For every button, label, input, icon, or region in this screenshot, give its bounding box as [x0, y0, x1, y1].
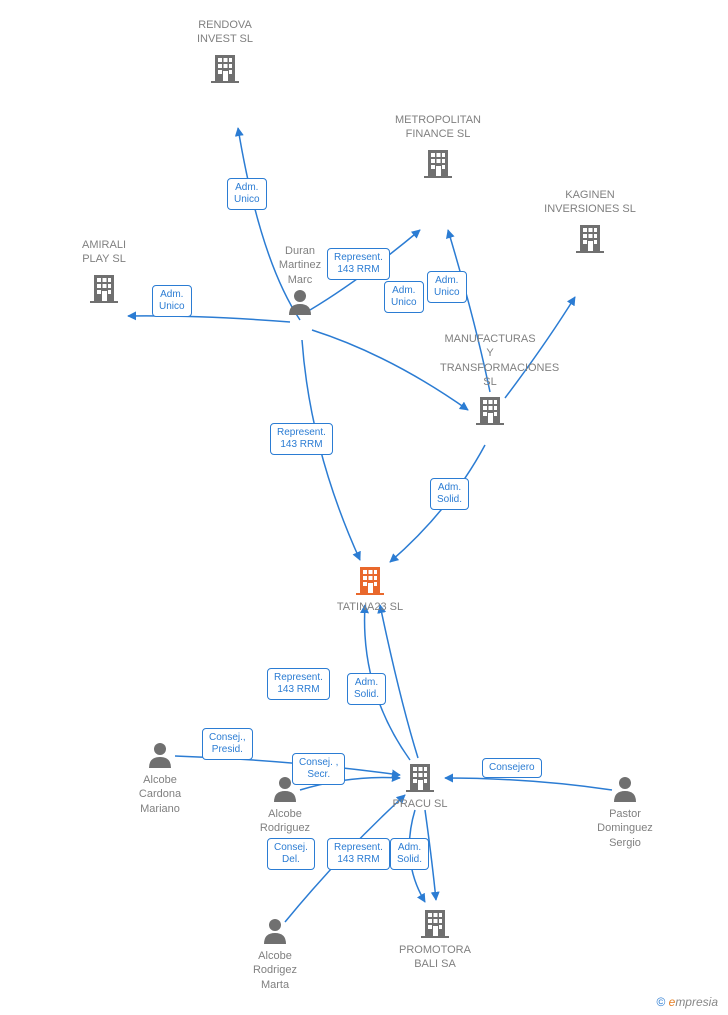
building-icon [422, 146, 454, 178]
edge-label: Adm. Unico [152, 285, 192, 317]
edge-label: Adm. Unico [227, 178, 267, 210]
building-icon [474, 393, 506, 425]
node-amirali[interactable]: AMIRALI PLAY SL [54, 238, 154, 308]
building-icon [354, 563, 386, 595]
node-promotora[interactable]: PROMOTORA BALI SA [385, 902, 485, 972]
edge-label: Consej. , Secr. [292, 753, 345, 785]
building-icon [404, 760, 436, 792]
node-manufacturas[interactable]: MANUFACTURAS Y TRANSFORMACIONES SL [440, 332, 540, 430]
footer-credit: © empresia [656, 995, 718, 1009]
node-kaginen[interactable]: KAGINEN INVERSIONES SL [540, 188, 640, 258]
node-tatina[interactable]: TATINA23 SL [320, 559, 420, 614]
node-metropolitan[interactable]: METROPOLITAN FINANCE SL [388, 113, 488, 183]
node-label: AMIRALI PLAY SL [54, 238, 154, 267]
edge-label: Consej. Del. [267, 838, 315, 870]
node-alcobe_mariano[interactable]: Alcobe Cardona Mariano [110, 740, 210, 816]
node-label: PRACU SL [370, 797, 470, 811]
person-icon [261, 916, 289, 944]
node-label: MANUFACTURAS Y TRANSFORMACIONES SL [440, 332, 540, 389]
edge-label: Represent. 143 RRM [327, 248, 390, 280]
node-pracu[interactable]: PRACU SL [370, 756, 470, 811]
building-icon [209, 51, 241, 83]
edge-label: Consejero [482, 758, 542, 778]
edge-label: Adm. Unico [384, 281, 424, 313]
node-label: KAGINEN INVERSIONES SL [540, 188, 640, 217]
edge-label: Adm. Unico [427, 271, 467, 303]
edge-label: Adm. Solid. [390, 838, 429, 870]
edge-label: Represent. 143 RRM [270, 423, 333, 455]
node-alcobe_marta2[interactable]: Alcobe Rodrigez Marta [225, 916, 325, 992]
brand-rest: mpresia [675, 995, 718, 1009]
copyright-symbol: © [656, 995, 665, 1009]
building-icon [419, 906, 451, 938]
node-label: Alcobe Rodrigez Marta [225, 949, 325, 992]
node-label: PROMOTORA BALI SA [385, 943, 485, 972]
edge-label: Consej., Presid. [202, 728, 253, 760]
node-rendova[interactable]: RENDOVA INVEST SL [175, 18, 275, 88]
edge-label: Represent. 143 RRM [327, 838, 390, 870]
node-label: METROPOLITAN FINANCE SL [388, 113, 488, 142]
node-label: Pastor Dominguez Sergio [575, 807, 675, 850]
node-pastor[interactable]: Pastor Dominguez Sergio [575, 774, 675, 850]
person-icon [146, 740, 174, 768]
node-label: RENDOVA INVEST SL [175, 18, 275, 47]
edge-label: Adm. Solid. [430, 478, 469, 510]
building-icon [574, 221, 606, 253]
edge-label: Represent. 143 RRM [267, 668, 330, 700]
edge-label: Adm. Solid. [347, 673, 386, 705]
person-icon [611, 774, 639, 802]
node-label: TATINA23 SL [320, 600, 420, 614]
building-icon [88, 271, 120, 303]
person-icon [286, 287, 314, 315]
node-label: Alcobe Cardona Mariano [110, 773, 210, 816]
